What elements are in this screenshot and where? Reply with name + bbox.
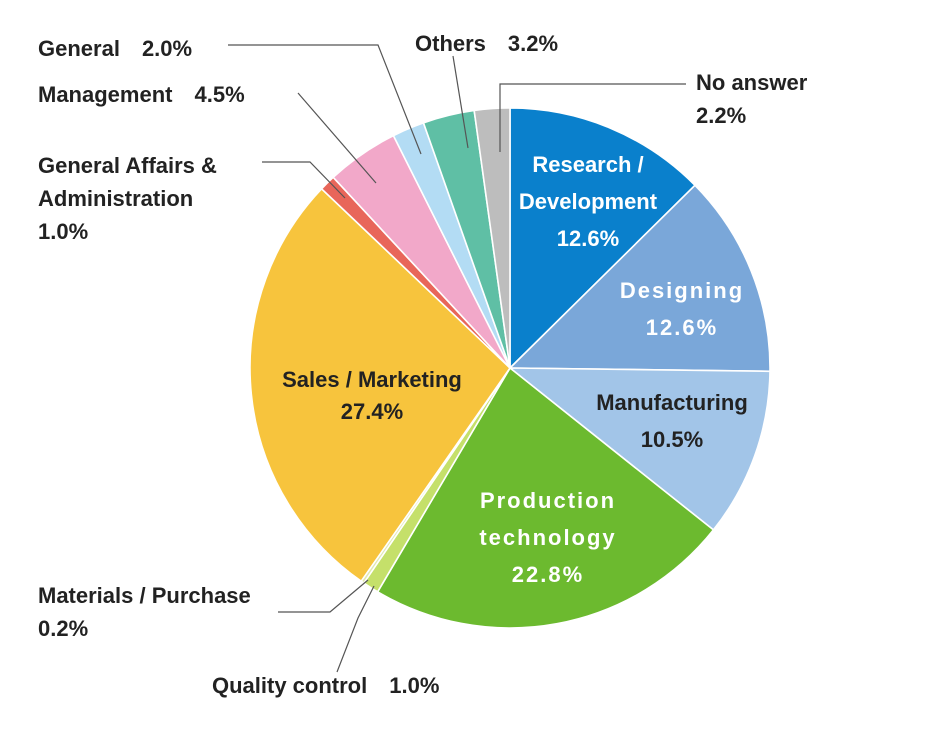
slice-name-designing: Designing (620, 278, 744, 303)
slice-name-no_answer: No answer (696, 70, 808, 95)
slice-value-materials: 0.2% (38, 616, 88, 641)
slice-value-quality: 1.0% (389, 673, 439, 698)
slice-value-sales: 27.4% (341, 399, 403, 424)
slice-label-production: Production technology 22.8% (479, 488, 616, 587)
pie-slice-no_answer (473, 107, 511, 369)
slice-value-general: 2.0% (142, 36, 192, 61)
leader-line-others (452, 55, 469, 149)
slice-label-no_answer: No answer 2.2% (696, 70, 808, 128)
slice-labels: Research / Development 12.6% Designing 12.6%… (38, 31, 808, 698)
slice-value-production: 22.8% (512, 562, 584, 587)
slice-name-management: Management (38, 82, 173, 107)
leader-lines (228, 44, 686, 673)
slice-label-materials: Materials / Purchase 0.2% (38, 583, 251, 641)
leader-line-no_answer (499, 83, 686, 152)
slice-name-others: Others (415, 31, 486, 56)
slice-value-no_answer: 2.2% (696, 103, 746, 128)
slice-value-designing: 12.6% (646, 315, 718, 340)
slice-label-designing: Designing 12.6% (620, 278, 744, 340)
leader-line-general_affairs (262, 161, 346, 199)
slice-value-others: 3.2% (508, 31, 558, 56)
pie-slice-designing (508, 184, 771, 373)
slice-label-quality: Quality control 1.0% (212, 673, 439, 698)
pie-slice-production (376, 366, 715, 629)
slice-name-production: technology (479, 525, 616, 550)
leader-line-management (297, 92, 377, 184)
pie-slice-manufacturing (507, 367, 771, 532)
pie-slice-research (509, 107, 697, 370)
slice-label-manufacturing: Manufacturing 10.5% (596, 390, 748, 452)
slice-label-research: Research / Development 12.6% (519, 152, 658, 251)
slice-value-general_affairs: 1.0% (38, 219, 88, 244)
leader-line-materials (278, 579, 369, 613)
leader-line-general (228, 44, 422, 155)
slice-name-research: Research / (532, 152, 643, 177)
slice-label-sales: Sales / Marketing 27.4% (282, 367, 462, 424)
pie-slice-sales (249, 187, 512, 583)
slice-label-general: General 2.0% (38, 36, 192, 61)
slice-label-others: Others 3.2% (415, 31, 558, 56)
slice-name-research: Development (519, 189, 658, 214)
slice-label-management: Management 4.5% (38, 82, 245, 107)
leader-line-quality (336, 585, 375, 673)
slice-name-sales: Sales / Marketing (282, 367, 462, 392)
slice-name-quality: Quality control (212, 673, 367, 698)
slice-name-materials: Materials / Purchase (38, 583, 251, 608)
slice-name-general_affairs: General Affairs & (38, 153, 217, 178)
slice-value-management: 4.5% (194, 82, 244, 107)
pie-slices (249, 107, 771, 629)
slice-value-manufacturing: 10.5% (641, 427, 703, 452)
slice-value-research: 12.6% (557, 226, 619, 251)
slice-name-manufacturing: Manufacturing (596, 390, 748, 415)
slice-label-general_affairs: General Affairs & Administration 1.0% (38, 153, 217, 244)
slice-name-general: General (38, 36, 120, 61)
slice-name-general_affairs: Administration (38, 186, 193, 211)
slice-name-production: Production (480, 488, 616, 513)
